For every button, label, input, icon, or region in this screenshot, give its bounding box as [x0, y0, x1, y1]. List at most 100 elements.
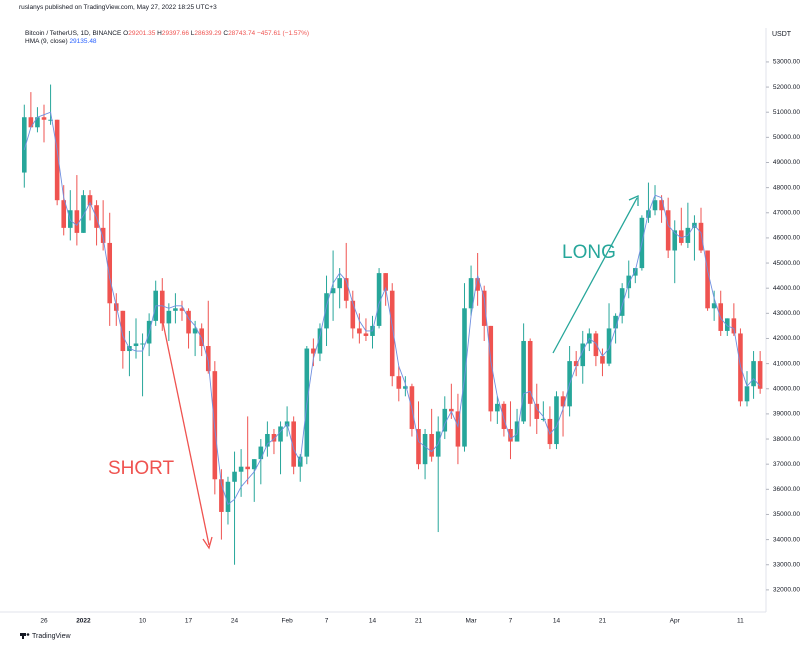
ohlc-value: 28743.74 — [228, 30, 256, 37]
candle-body — [751, 361, 756, 387]
brand-logo — [20, 633, 30, 639]
candle-body — [468, 278, 474, 309]
candle-body — [560, 396, 566, 407]
candle-body — [724, 318, 730, 331]
publisher: ruslanys published on TradingView.com, M… — [19, 4, 217, 11]
candle-body — [41, 117, 47, 120]
candle-body — [166, 310, 172, 324]
y-tick-label: 37000.00 — [773, 461, 800, 468]
candle-body — [48, 119, 53, 121]
candle-body — [521, 340, 526, 422]
ohlc-value: 29397.66 — [161, 30, 189, 37]
candle-body — [731, 318, 737, 334]
candle-body — [376, 273, 382, 326]
y-tick-label: 38000.00 — [773, 436, 800, 443]
x-tick-label: 7 — [325, 618, 329, 625]
ohlc-value: 28639.29 — [194, 30, 222, 37]
candle-body — [534, 403, 540, 419]
candle-body — [28, 117, 34, 128]
candle-body — [337, 278, 342, 289]
candle-body — [672, 230, 678, 251]
candle-body — [61, 200, 67, 228]
candle-body — [159, 290, 165, 324]
candle-body — [481, 290, 487, 326]
candle-body — [245, 466, 250, 470]
y-tick-label: 52000.00 — [773, 84, 800, 91]
candle-body — [383, 273, 388, 291]
candle-body — [199, 328, 204, 347]
y-tick-label: 51000.00 — [773, 109, 800, 116]
x-tick-label: 14 — [369, 618, 377, 625]
brand: TradingView — [32, 633, 71, 640]
candle-body — [633, 268, 638, 276]
annotation: SHORT — [108, 458, 175, 479]
candle-body — [449, 408, 454, 412]
symbol: Bitcoin / TetherUS, 1D, BINANCE — [25, 30, 122, 37]
candle-body — [186, 310, 191, 334]
candle-body — [22, 117, 27, 173]
x-tick-label: Feb — [281, 618, 293, 625]
candle-body — [35, 117, 40, 128]
candle-body — [317, 328, 323, 354]
candle-body — [54, 119, 60, 201]
x-tick-label: 21 — [599, 618, 607, 625]
y-tick-label: 46000.00 — [773, 235, 800, 242]
x-tick-label: 24 — [231, 618, 239, 625]
candle-body — [219, 479, 224, 512]
x-tick-label: 7 — [509, 618, 513, 625]
y-tick-label: 35000.00 — [773, 511, 800, 518]
candle-body — [363, 333, 369, 336]
candle-body — [81, 195, 86, 233]
y-tick-label: 53000.00 — [773, 59, 800, 66]
candle-body — [573, 361, 579, 367]
candle-body — [238, 466, 244, 472]
candle-body — [659, 200, 664, 211]
candle-body — [679, 230, 684, 243]
y-tick-label: 45000.00 — [773, 260, 800, 267]
y-tick-label: 44000.00 — [773, 285, 800, 292]
plot — [22, 84, 763, 565]
y-tick-label: 43000.00 — [773, 310, 800, 317]
candle-body — [225, 481, 231, 512]
candle-body — [501, 403, 507, 429]
candle-body — [429, 434, 434, 457]
x-tick-label: 11 — [737, 618, 744, 625]
candle-body — [350, 300, 356, 329]
y-tick-label: 48000.00 — [773, 184, 800, 191]
y-tick-label: 36000.00 — [773, 486, 800, 493]
candle-body — [455, 411, 461, 447]
candle-body — [311, 348, 316, 354]
candle-body — [744, 386, 750, 402]
short-arrow — [161, 317, 210, 546]
x-tick-label: Mar — [465, 618, 477, 625]
indicator-value: 29135.48 — [69, 38, 97, 45]
x-tick-label: 26 — [40, 618, 48, 625]
candle-body — [205, 346, 211, 372]
x-tick-label: Apr — [670, 618, 681, 625]
candle-body — [416, 428, 421, 465]
candle-body — [251, 459, 257, 470]
y-tick-label: 47000.00 — [773, 209, 800, 216]
y-axis-label: USDT — [772, 31, 792, 38]
y-tick-label: 39000.00 — [773, 411, 800, 418]
candle-body — [619, 288, 625, 316]
candle-body — [508, 428, 513, 442]
y-tick-label: 34000.00 — [773, 536, 800, 543]
candle-body — [357, 328, 362, 334]
change: −457.61 (−1.57%) — [257, 30, 310, 37]
candle-body — [580, 343, 586, 367]
annotation: LONG — [562, 242, 616, 263]
long-arrow — [552, 197, 638, 354]
candle-body — [403, 386, 408, 389]
y-tick-label: 33000.00 — [773, 561, 800, 568]
candle-body — [265, 434, 270, 447]
candle-body — [324, 293, 329, 329]
y-tick-label: 32000.00 — [773, 587, 800, 594]
candle-body — [232, 471, 237, 482]
indicator-line: HMA (9, close) 29135.48 — [25, 38, 97, 45]
candle-body — [396, 376, 402, 389]
candle-body — [547, 418, 553, 445]
y-tick-label: 40000.00 — [773, 385, 800, 392]
candle-body — [140, 343, 145, 345]
